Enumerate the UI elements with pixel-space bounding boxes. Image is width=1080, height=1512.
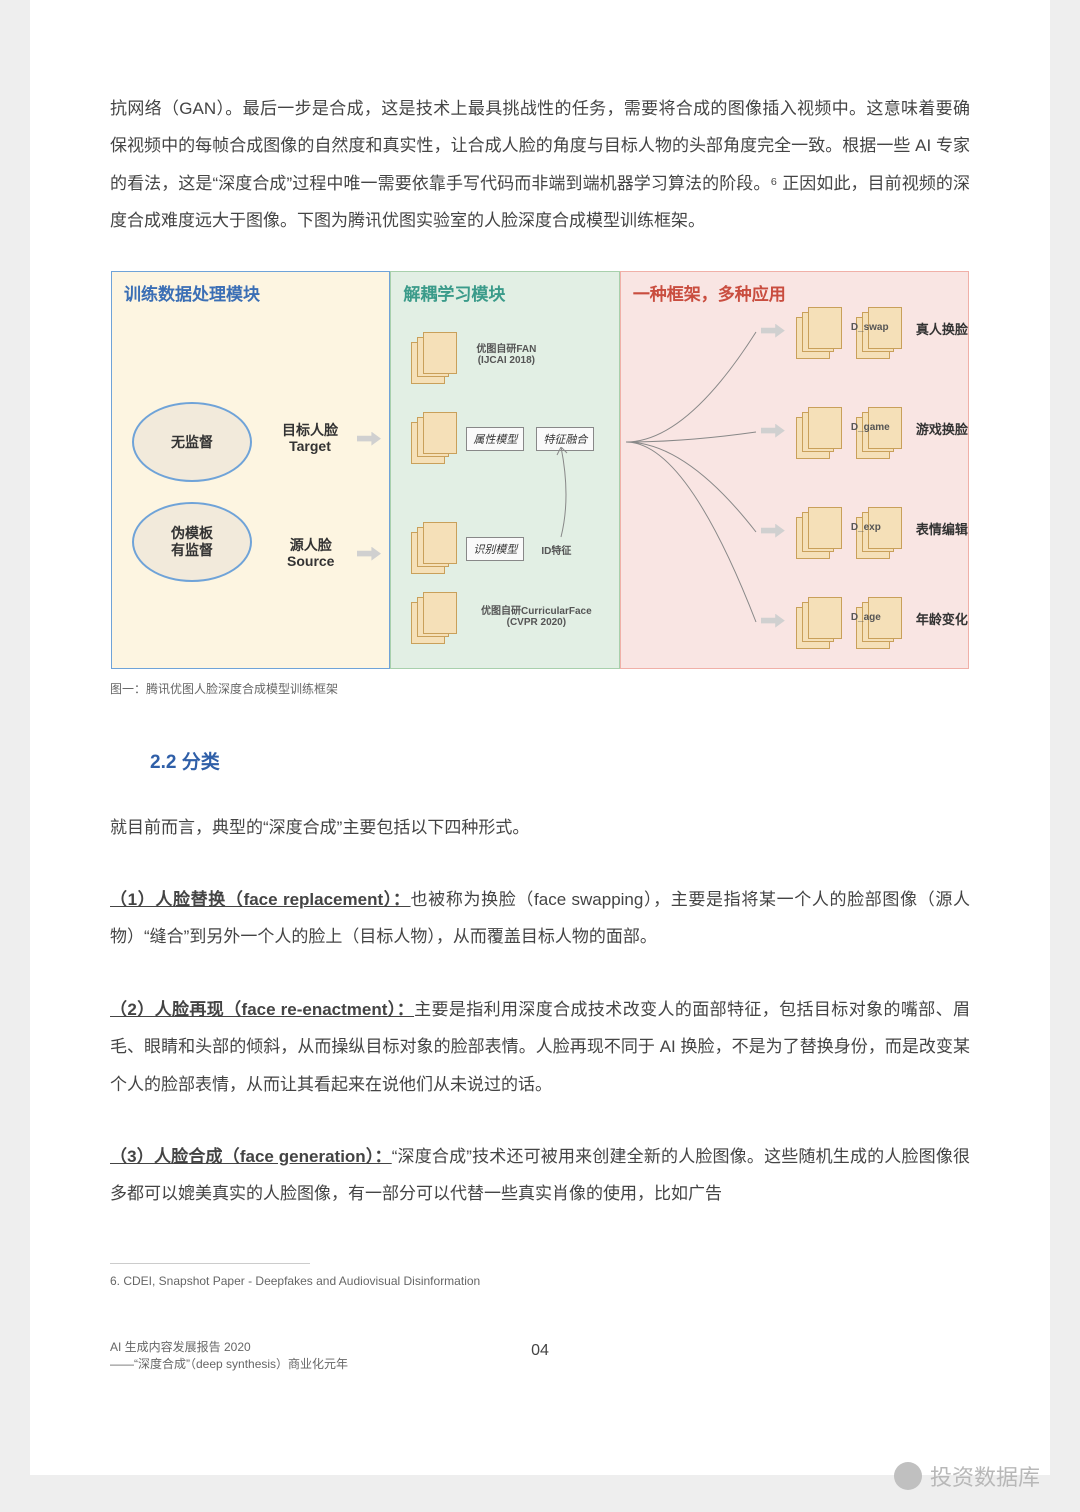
wechat-icon bbox=[894, 1462, 922, 1490]
label-id-feat: ID特征 bbox=[541, 542, 571, 557]
footnote: 6. CDEI, Snapshot Paper - Deepfakes and … bbox=[110, 1274, 970, 1288]
stack-icon bbox=[856, 407, 904, 459]
panel3-title: 一种框架，多种应用 bbox=[621, 272, 968, 313]
d-label: D_age bbox=[851, 612, 881, 623]
arrow-icon bbox=[357, 432, 381, 446]
ellipse-unsupervised: 无监督 bbox=[132, 402, 252, 482]
paragraph-item-3: （3）人脸合成（face generation）：“深度合成”技术还可被用来创建… bbox=[110, 1138, 970, 1213]
stack-icon bbox=[796, 307, 844, 359]
section-heading: 2.2 分类 bbox=[150, 747, 970, 774]
panel-decoupled-learning: 解耦学习模块 优图自研FAN(IJCAI 2018) 属性模型 特征融合 识别模… bbox=[390, 271, 619, 669]
box-attr-model: 属性模型 bbox=[466, 427, 524, 451]
page-footer: AI 生成内容发展报告 2020 ——“深度合成”（deep synthesis… bbox=[110, 1338, 970, 1372]
arrow-icon bbox=[357, 547, 381, 561]
stack-icon bbox=[796, 407, 844, 459]
intro-paragraph: 抗网络（GAN）。最后一步是合成，这是技术上最具挑战性的任务，需要将合成的图像插… bbox=[110, 90, 970, 240]
stack-icon bbox=[411, 412, 459, 464]
label-target: 目标人脸Target bbox=[282, 422, 338, 456]
page-number: 04 bbox=[531, 1342, 549, 1360]
training-framework-diagram: 训练数据处理模块 无监督 伪模板有监督 目标人脸Target 源人脸Source… bbox=[110, 270, 970, 670]
label-source: 源人脸Source bbox=[287, 537, 334, 571]
panel1-title: 训练数据处理模块 bbox=[112, 272, 389, 313]
label-curricularface: 优图自研CurricularFace(CVPR 2020) bbox=[466, 602, 606, 628]
footnote-rule bbox=[110, 1263, 310, 1264]
watermark: 投资数据库 bbox=[894, 1460, 1040, 1492]
panel-data-processing: 训练数据处理模块 无监督 伪模板有监督 目标人脸Target 源人脸Source bbox=[111, 271, 390, 669]
ellipse-pseudo-supervised: 伪模板有监督 bbox=[132, 502, 252, 582]
label-fan: 优图自研FAN(IJCAI 2018) bbox=[466, 340, 546, 366]
stack-icon bbox=[411, 522, 459, 574]
document-page: 抗网络（GAN）。最后一步是合成，这是技术上最具挑战性的任务，需要将合成的图像插… bbox=[30, 0, 1050, 1475]
d-label: D_game bbox=[851, 422, 890, 433]
stack-icon bbox=[856, 307, 904, 359]
fanout-curves bbox=[626, 312, 766, 652]
output-label-3: 表情编辑 bbox=[916, 522, 968, 538]
arrow-curve bbox=[556, 447, 576, 542]
panel2-title: 解耦学习模块 bbox=[391, 272, 618, 313]
paragraph-item-2: （2）人脸再现（face re-enactment）：主要是指利用深度合成技术改… bbox=[110, 991, 970, 1103]
stack-icon bbox=[411, 592, 459, 644]
output-label-2: 游戏换脸 bbox=[916, 422, 968, 438]
paragraph-item-1: （1）人脸替换（face replacement）：也被称为换脸（face sw… bbox=[110, 881, 970, 956]
stack-icon bbox=[856, 597, 904, 649]
box-id-model: 识别模型 bbox=[466, 537, 524, 561]
stack-icon bbox=[796, 597, 844, 649]
output-label-1: 真人换脸 bbox=[916, 322, 968, 338]
output-label-4: 年龄变化 bbox=[916, 612, 968, 628]
d-label: D_swap bbox=[851, 322, 889, 333]
stack-icon bbox=[796, 507, 844, 559]
stack-icon bbox=[411, 332, 459, 384]
panel-applications: 一种框架，多种应用 D_swap D_game D_exp D_age bbox=[620, 271, 969, 669]
stack-icon bbox=[856, 507, 904, 559]
paragraph-intro: 就目前而言，典型的“深度合成”主要包括以下四种形式。 bbox=[110, 809, 970, 846]
d-label: D_exp bbox=[851, 522, 881, 533]
figure-caption: 图一：腾讯优图人脸深度合成模型训练框架 bbox=[110, 680, 970, 697]
